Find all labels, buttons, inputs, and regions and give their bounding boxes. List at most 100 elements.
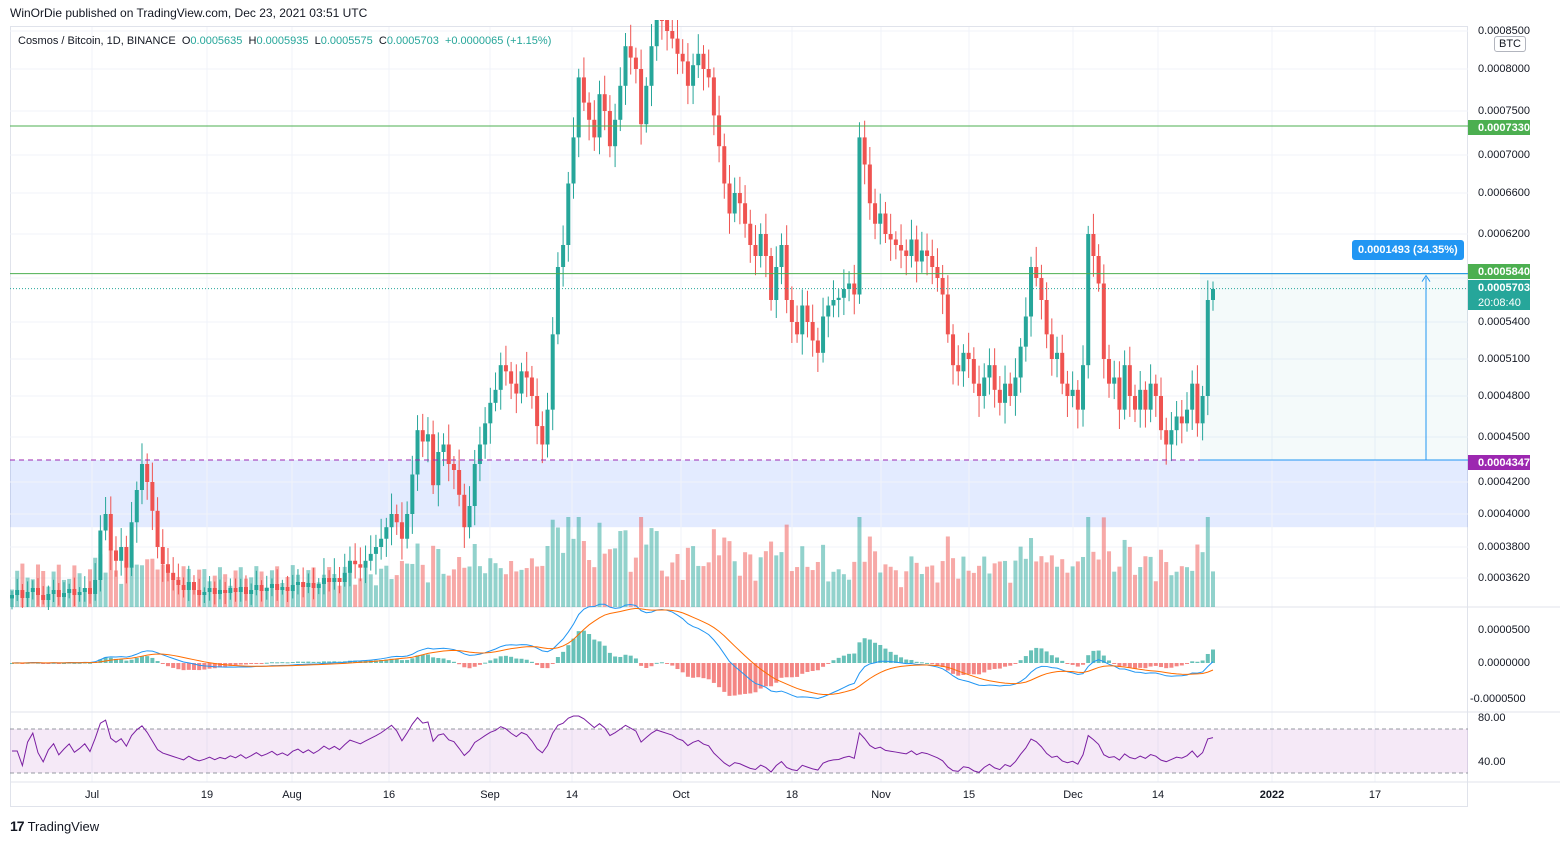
candle-body	[420, 430, 425, 442]
macd-histogram-bar	[1159, 663, 1164, 668]
macd-histogram-bar	[1143, 663, 1148, 669]
candle-body	[930, 256, 935, 267]
candle-body	[758, 234, 763, 256]
candle-body	[1153, 383, 1158, 396]
candle-body	[228, 588, 233, 593]
volume-bar	[446, 575, 451, 607]
volume-bar	[1169, 575, 1174, 607]
macd-histogram-bar	[1039, 648, 1044, 663]
candle-body	[1023, 316, 1028, 347]
macd-histogram-bar	[717, 663, 722, 688]
low-value: 0.0005575	[320, 35, 373, 47]
candle-body	[841, 289, 846, 298]
volume-bar	[826, 581, 831, 607]
volume-bar	[722, 537, 727, 607]
candle-body	[389, 514, 394, 528]
candle-body	[290, 585, 295, 591]
candle-body	[748, 223, 753, 245]
macd-histogram-bar	[441, 658, 446, 663]
volume-bar	[1153, 581, 1158, 607]
macd-histogram-bar	[1096, 650, 1101, 663]
volume-bar	[654, 531, 659, 607]
volume-bar	[420, 564, 425, 607]
candle-body	[644, 85, 649, 125]
candle-body	[103, 514, 108, 531]
footer[interactable]: 17 TradingView	[10, 818, 99, 834]
candle-body	[665, 20, 670, 31]
volume-bar	[587, 560, 592, 607]
macd-histogram-bar	[155, 661, 160, 663]
macd-histogram-bar	[72, 662, 77, 664]
candle-body	[337, 578, 342, 582]
macd-histogram-bar	[649, 663, 654, 667]
macd-histogram-bar	[1091, 650, 1096, 663]
macd-histogram-bar	[899, 657, 904, 663]
candle-body	[165, 564, 170, 573]
volume-bar	[961, 556, 966, 607]
candle-body	[956, 365, 961, 372]
candle-body	[992, 365, 997, 390]
macd-histogram-bar	[706, 663, 711, 680]
candle-body	[306, 583, 311, 587]
candle-body	[1003, 383, 1008, 403]
candle-body	[30, 588, 35, 592]
candle-body	[618, 85, 623, 120]
macd-histogram-bar	[919, 662, 924, 664]
candle-body	[524, 371, 529, 378]
candle-body	[1070, 389, 1075, 396]
volume-bar	[555, 527, 560, 607]
volume-bar	[977, 565, 982, 607]
candle-body	[10, 595, 14, 599]
volume-bar	[945, 536, 950, 607]
macd-histogram-bar	[493, 658, 498, 663]
volume-bar	[103, 572, 108, 607]
candle-body	[405, 514, 410, 539]
volume-bar	[1034, 561, 1039, 607]
macd-histogram-bar	[1205, 653, 1210, 663]
candle-body	[769, 256, 774, 300]
candle-body	[425, 434, 430, 442]
candle-body	[519, 371, 524, 394]
candle-body	[295, 582, 300, 585]
candle-body	[659, 20, 664, 21]
candle-body	[93, 580, 98, 594]
candle-body	[696, 53, 701, 66]
macd-histogram-bar	[212, 663, 217, 669]
rsi-pane	[10, 715, 1468, 774]
volume-bar	[899, 587, 904, 607]
candle-body	[363, 560, 368, 568]
macd-histogram-bar	[1133, 663, 1138, 669]
volume-bar	[415, 543, 420, 607]
volume-bar	[956, 578, 961, 607]
candle-body	[623, 46, 628, 86]
chart-frame	[10, 26, 1468, 807]
volume-bar	[191, 583, 196, 607]
high-value: 0.0005935	[256, 35, 309, 47]
macd-histogram-bar	[821, 663, 826, 667]
volume-bar	[337, 585, 342, 607]
candle-body	[217, 590, 222, 594]
measure-label[interactable]: 0.0001493 (34.35%)	[1352, 240, 1464, 260]
macd-histogram-bar	[774, 663, 779, 683]
currency-button[interactable]: BTC	[1494, 36, 1526, 52]
candle-body	[909, 239, 914, 256]
volume-bar	[706, 562, 711, 607]
macd-histogram-bar	[1211, 649, 1215, 663]
volume-bar	[930, 565, 935, 607]
macd-histogram-bar	[425, 654, 430, 663]
macd-histogram-bar	[1195, 661, 1200, 663]
macd-histogram-bar	[841, 655, 846, 663]
volume-bar	[451, 569, 456, 607]
macd-histogram-bar	[784, 663, 789, 678]
candle-body	[1164, 430, 1169, 445]
volume-bar	[815, 561, 820, 607]
candle-body	[670, 31, 675, 39]
macd-histogram-bar	[529, 661, 534, 663]
footer-brand: TradingView	[27, 818, 100, 834]
macd-histogram-bar	[249, 663, 254, 664]
price-tick: 0.0005100	[1478, 353, 1530, 365]
candle-body	[285, 587, 290, 591]
candle-body	[472, 464, 477, 506]
candle-body	[353, 560, 358, 565]
